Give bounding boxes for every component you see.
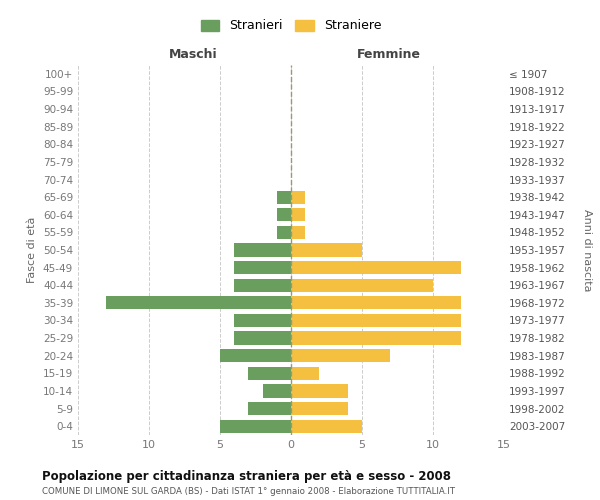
Bar (291, 402, 348, 415)
Text: COMUNE DI LIMONE SUL GARDA (BS) - Dati ISTAT 1° gennaio 2008 - Elaborazione TUTT: COMUNE DI LIMONE SUL GARDA (BS) - Dati I… (42, 488, 455, 496)
Bar (291, 384, 348, 398)
Bar (248, 366, 291, 380)
Bar (277, 208, 291, 222)
Bar (291, 226, 305, 239)
Bar (291, 296, 461, 310)
Bar (234, 314, 291, 327)
Bar (234, 332, 291, 344)
Bar (234, 261, 291, 274)
Legend: Stranieri, Straniere: Stranieri, Straniere (200, 20, 382, 32)
Bar (291, 190, 305, 204)
Y-axis label: Fasce di età: Fasce di età (28, 217, 37, 283)
Bar (234, 278, 291, 292)
Bar (234, 244, 291, 256)
Bar (291, 244, 362, 256)
Bar (220, 349, 291, 362)
Bar (248, 402, 291, 415)
Bar (263, 384, 291, 398)
Text: Femmine: Femmine (357, 48, 421, 62)
Bar (291, 420, 362, 433)
Bar (291, 349, 391, 362)
Text: Popolazione per cittadinanza straniera per età e sesso - 2008: Popolazione per cittadinanza straniera p… (42, 470, 451, 483)
Bar (291, 278, 433, 292)
Bar (291, 366, 319, 380)
Bar (291, 332, 461, 344)
Bar (291, 261, 461, 274)
Text: Maschi: Maschi (169, 48, 217, 62)
Bar (220, 420, 291, 433)
Y-axis label: Anni di nascita: Anni di nascita (582, 209, 592, 291)
Bar (291, 314, 461, 327)
Bar (106, 296, 291, 310)
Bar (277, 190, 291, 204)
Bar (291, 208, 305, 222)
Bar (277, 226, 291, 239)
